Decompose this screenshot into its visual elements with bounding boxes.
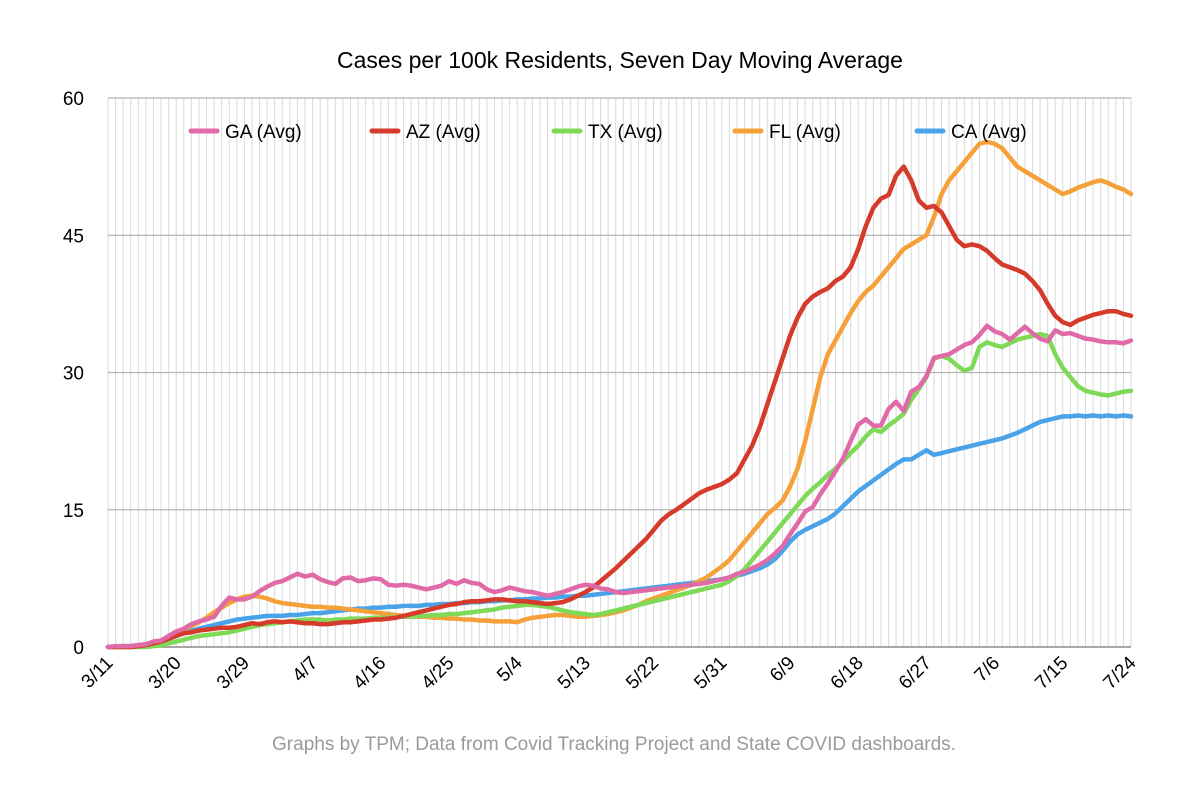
x-tick-label: 7/24 <box>1100 652 1141 693</box>
x-tick-label: 7/6 <box>971 653 1005 687</box>
x-tick-label: 3/20 <box>145 653 186 694</box>
gridlines <box>107 97 1132 648</box>
x-tick-label: 5/13 <box>554 653 595 694</box>
legend-label: CA (Avg) <box>951 122 1027 143</box>
y-tick-label: 0 <box>73 638 84 659</box>
series-line-tx <box>105 331 1134 650</box>
legend-label: TX (Avg) <box>588 122 663 143</box>
y-tick-label: 30 <box>63 364 84 385</box>
series-line-fl <box>105 139 1134 650</box>
y-tick-label: 45 <box>63 226 84 247</box>
x-tick-label: 6/27 <box>895 653 936 694</box>
x-tick-label: 3/29 <box>213 653 254 694</box>
x-tick-label: 4/25 <box>418 653 459 694</box>
source-footnote: Graphs by TPM; Data from Covid Tracking … <box>272 734 956 755</box>
chart-title: Cases per 100k Residents, Seven Day Movi… <box>337 47 903 73</box>
series-lines <box>105 139 1134 650</box>
x-tick-label: 5/31 <box>690 653 731 694</box>
legend-label: GA (Avg) <box>225 122 302 143</box>
legend: GA (Avg) AZ (Avg) TX (Avg) FL (Avg) CA (Avg) <box>188 122 1027 143</box>
x-tick-label: 6/9 <box>766 653 800 687</box>
x-tick-label: 5/4 <box>493 652 527 686</box>
series-line-ga <box>105 323 1134 650</box>
x-tick-label: 4/16 <box>349 653 390 694</box>
y-tick-label: 15 <box>63 501 84 522</box>
legend-label: FL (Avg) <box>769 122 841 143</box>
x-tick-label: 7/15 <box>1031 653 1072 694</box>
x-tick-label: 4/7 <box>289 653 323 687</box>
series-line-az <box>105 164 1134 650</box>
x-tick-label: 6/18 <box>827 653 868 694</box>
x-tick-label: 5/22 <box>622 653 663 694</box>
legend-label: AZ (Avg) <box>406 122 481 143</box>
y-tick-label: 60 <box>63 89 84 110</box>
